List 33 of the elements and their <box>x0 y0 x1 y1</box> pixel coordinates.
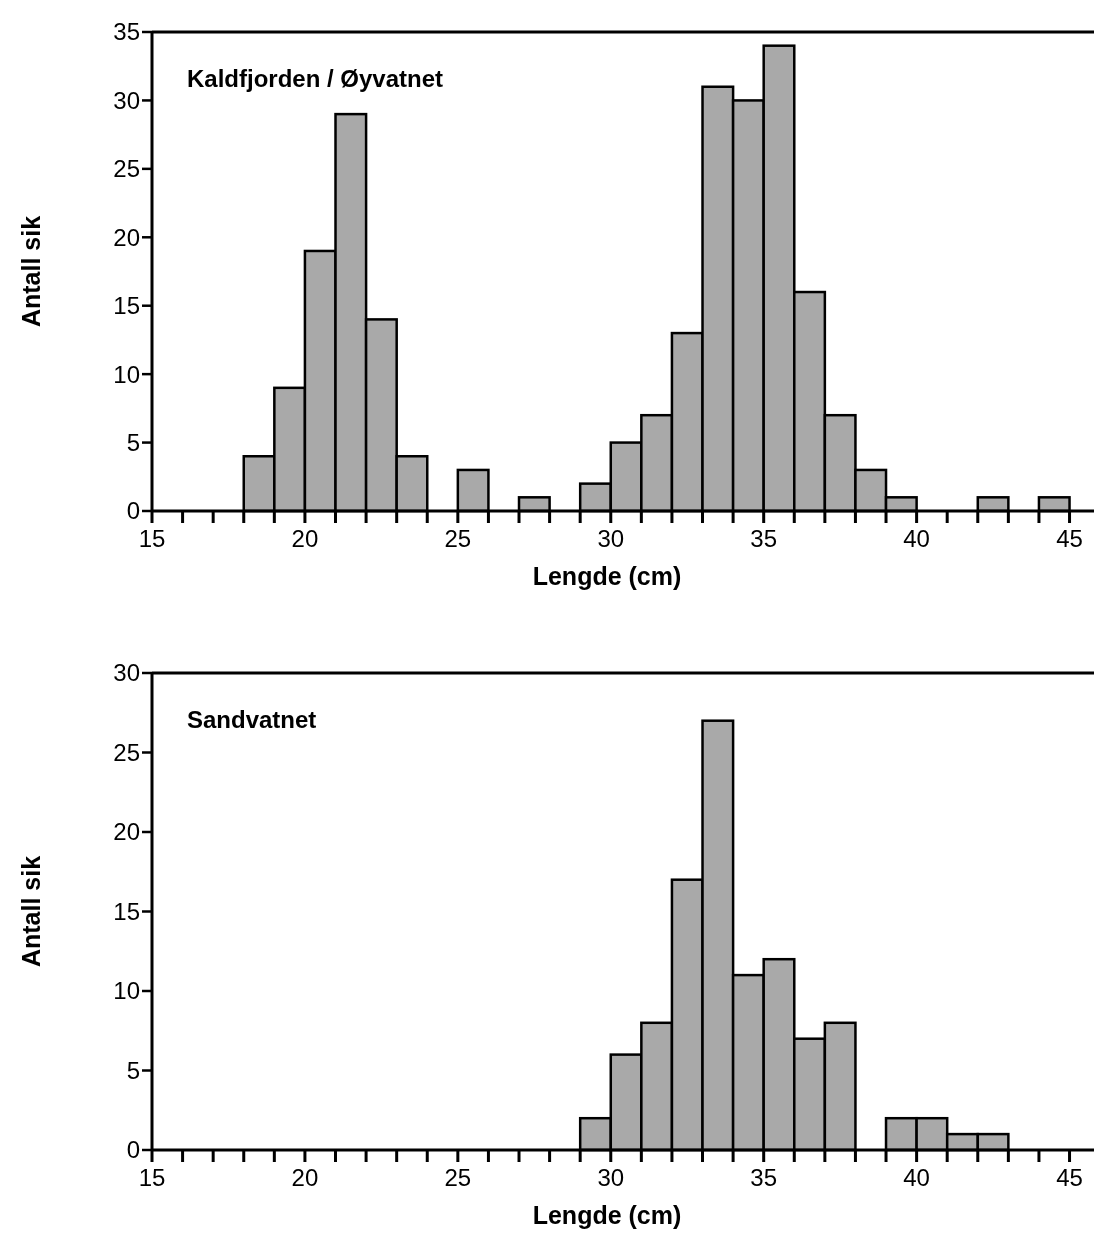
x-tick-label: 40 <box>903 1164 930 1191</box>
y-tick-label: 0 <box>126 1136 140 1164</box>
y-tick-label: 5 <box>126 428 140 456</box>
y-tick-label: 10 <box>113 360 140 388</box>
y-tick-label: 20 <box>113 223 140 251</box>
x-tick-label: 45 <box>1056 1164 1083 1191</box>
x-axis-title: Lengde (cm) <box>532 1201 682 1229</box>
y-tick-label: 0 <box>126 497 140 525</box>
x-tick-label: 45 <box>1056 525 1083 552</box>
y-axis-title: Antall sik <box>17 215 45 328</box>
x-axis-title: Lengde (cm) <box>532 562 682 590</box>
text: Kaldfjorden / Øyvatnet <box>187 65 444 92</box>
y-tick-label: 20 <box>113 818 140 846</box>
y-tick-label: 30 <box>113 659 140 687</box>
x-tick-label: 35 <box>750 525 778 552</box>
y-axis-title: Antall sik <box>17 855 45 968</box>
y-tick-label: 25 <box>113 738 140 766</box>
y-tick-label: 5 <box>126 1056 140 1084</box>
x-tick-label: 30 <box>597 525 625 552</box>
text: Sandvatnet <box>187 706 317 733</box>
x-tick-label: 35 <box>750 1164 778 1191</box>
y-tick-label: 15 <box>113 292 140 320</box>
y-tick-label: 15 <box>113 897 140 925</box>
x-tick-label: 30 <box>597 1164 625 1191</box>
x-tick-label: 25 <box>444 525 472 552</box>
y-tick-label: 25 <box>113 155 140 183</box>
y-tick-label: 30 <box>113 86 140 114</box>
y-tick-label: 10 <box>113 977 140 1005</box>
y-tick-label: 35 <box>113 18 140 46</box>
x-tick-label: 25 <box>444 1164 472 1191</box>
x-tick-label: 40 <box>903 525 930 552</box>
x-tick-label: 20 <box>291 1164 319 1191</box>
x-tick-label: 20 <box>291 525 319 552</box>
